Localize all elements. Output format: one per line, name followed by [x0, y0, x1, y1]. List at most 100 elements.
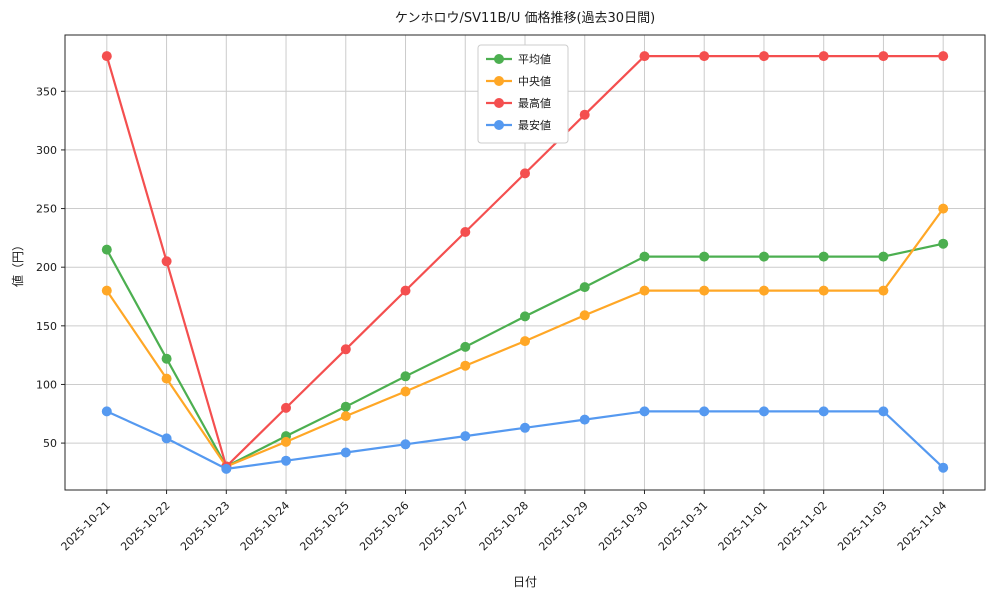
data-point-marker: [400, 285, 411, 296]
series-最高値: [101, 51, 949, 472]
data-point-marker: [878, 285, 889, 296]
data-point-marker: [579, 310, 590, 321]
data-point-marker: [161, 353, 172, 364]
data-point-marker: [818, 251, 829, 262]
data-point-marker: [579, 109, 590, 120]
data-point-marker: [101, 285, 112, 296]
data-point-marker: [281, 455, 291, 466]
x-tick-label: 2025-10-26: [357, 499, 411, 553]
data-point-marker: [699, 251, 710, 262]
legend-label: 中央値: [518, 75, 551, 88]
legend-marker-sample: [494, 76, 504, 86]
data-point-marker: [878, 51, 889, 62]
y-tick-label: 250: [36, 203, 57, 216]
data-point-marker: [639, 51, 650, 62]
data-point-marker: [221, 463, 232, 474]
y-tick-label: 200: [36, 261, 57, 274]
data-point-marker: [759, 51, 769, 62]
data-point-marker: [759, 285, 769, 296]
data-point-marker: [938, 203, 949, 214]
x-tick-label: 2025-10-24: [238, 499, 292, 553]
data-point-marker: [878, 406, 889, 417]
plot-area: 50 100 150 200 250 300 350 2025-10-21 2025-10-22…: [36, 34, 986, 553]
data-point-marker: [340, 411, 351, 422]
data-point-marker: [938, 238, 949, 249]
data-point-marker: [818, 51, 829, 62]
x-tick-label: 2025-10-31: [656, 499, 710, 553]
data-point-marker: [161, 256, 172, 267]
data-point-marker: [460, 360, 471, 371]
y-axis: 50 100 150 200 250 300 350: [36, 85, 65, 450]
data-point-marker: [281, 436, 291, 447]
y-tick-label: 300: [36, 144, 57, 157]
data-point-marker: [579, 282, 590, 293]
data-point-marker: [520, 422, 530, 433]
legend-box: [477, 44, 569, 144]
legend-marker-sample: [494, 54, 504, 64]
data-point-marker: [460, 431, 471, 442]
y-tick-label: 350: [36, 85, 57, 98]
legend-entry-中央値: 中央値: [486, 75, 551, 88]
data-point-marker: [340, 447, 351, 458]
series-中央値: [101, 203, 949, 472]
data-point-marker: [400, 386, 411, 397]
data-point-marker: [759, 406, 769, 417]
data-point-marker: [639, 251, 650, 262]
data-point-marker: [161, 433, 172, 444]
y-axis-label: 値（円）: [10, 239, 25, 287]
legend-entry-最安値: 最安値: [486, 118, 551, 132]
x-tick-label: 2025-10-23: [178, 499, 232, 553]
data-point-marker: [938, 462, 949, 473]
data-point-marker: [938, 51, 949, 62]
y-tick-label: 150: [36, 320, 57, 333]
data-point-marker: [340, 344, 351, 355]
data-point-marker: [759, 251, 769, 262]
data-point-marker: [161, 373, 172, 384]
data-point-marker: [400, 439, 411, 450]
data-point-marker: [699, 51, 710, 62]
data-point-marker: [520, 336, 530, 347]
data-point-marker: [101, 244, 112, 255]
x-tick-label: 2025-10-25: [297, 499, 351, 553]
data-point-marker: [101, 406, 112, 417]
data-point-marker: [639, 406, 650, 417]
legend-entry-最高値: 最高値: [486, 96, 551, 110]
y-tick-label: 100: [36, 378, 57, 391]
x-tick-label: 2025-10-29: [536, 499, 590, 553]
data-point-marker: [639, 285, 650, 296]
data-point-marker: [878, 251, 889, 262]
data-point-marker: [818, 406, 829, 417]
x-tick-label: 2025-10-30: [596, 499, 650, 553]
data-point-marker: [460, 341, 471, 352]
x-axis-label: 日付: [513, 575, 537, 589]
x-tick-label: 2025-11-03: [835, 499, 889, 553]
legend-label: 平均値: [518, 53, 551, 66]
data-point-marker: [818, 285, 829, 296]
x-tick-label: 2025-10-21: [59, 499, 113, 553]
legend-marker-sample: [494, 120, 504, 130]
data-point-marker: [340, 401, 351, 412]
x-tick-label: 2025-10-22: [118, 499, 172, 553]
data-point-marker: [579, 414, 590, 425]
x-axis: 2025-10-21 2025-10-22 2025-10-23 2025-10-24…: [59, 490, 949, 553]
x-tick-label: 2025-11-04: [895, 499, 949, 553]
data-point-marker: [101, 51, 112, 62]
chart-title: ケンホロウ/SV11B/U 価格推移(過去30日間): [395, 10, 655, 26]
legend-entry-平均値: 平均値: [486, 53, 551, 66]
data-point-marker: [520, 168, 530, 179]
x-tick-label: 2025-10-27: [417, 499, 471, 553]
series-最安値: [101, 406, 949, 474]
data-point-marker: [520, 311, 530, 322]
x-tick-label: 2025-11-01: [716, 499, 770, 553]
data-point-marker: [699, 285, 710, 296]
data-point-marker: [400, 371, 411, 382]
legend-label: 最安値: [518, 118, 551, 132]
data-point-marker: [281, 402, 291, 413]
series-平均値: [101, 238, 949, 472]
legend-marker-sample: [494, 98, 504, 108]
data-point-marker: [460, 227, 471, 237]
y-tick-label: 50: [43, 437, 57, 450]
legend-label: 最高値: [518, 96, 551, 110]
